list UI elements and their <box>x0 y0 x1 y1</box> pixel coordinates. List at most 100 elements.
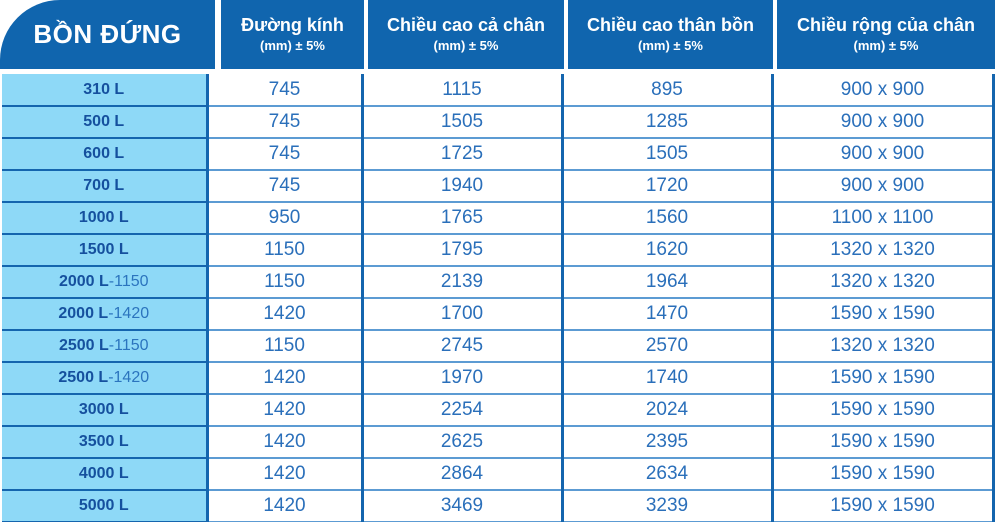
column-header-diameter: Đường kính (mm) ± 5% <box>221 0 364 69</box>
column-title: Chiều rộng của chân <box>796 15 976 36</box>
cell-total-height: 1725 <box>360 138 562 171</box>
cell-total-height: 1940 <box>360 170 562 203</box>
row-label: 500 L <box>83 113 125 130</box>
cell-body-height: 3239 <box>560 490 772 522</box>
cell-base-width: 900 x 900 <box>770 106 995 139</box>
cell-total-height: 2625 <box>360 426 562 459</box>
cell-body-height: 895 <box>560 74 772 107</box>
cell-diameter: 745 <box>205 106 362 139</box>
cell-total-height: 2864 <box>360 458 562 491</box>
row-label: 3500 L <box>78 433 129 450</box>
table-row: 700 L 745 1940 1720 900 x 900 <box>2 170 995 203</box>
table-row: 500 L 745 1505 1285 900 x 900 <box>2 106 995 139</box>
cell-total-height: 1970 <box>360 362 562 395</box>
cell-total-height: 3469 <box>360 490 562 522</box>
column-header-total-height: Chiều cao cả chân (mm) ± 5% <box>368 0 564 69</box>
cell-base-width: 900 x 900 <box>770 138 995 171</box>
cell-total-height: 1795 <box>360 234 562 267</box>
column-unit: (mm) ± 5% <box>853 37 919 53</box>
row-label-cell: 4000 L <box>2 458 207 491</box>
row-label-cell: 3500 L <box>2 426 207 459</box>
row-label: 1000 L <box>78 209 129 226</box>
cell-total-height: 2254 <box>360 394 562 427</box>
row-label: 1500 L <box>78 241 129 258</box>
table-body: 310 L 745 1115 895 900 x 900 500 L 745 1… <box>2 74 995 522</box>
cell-base-width: 1590 x 1590 <box>770 298 995 331</box>
column-title: Chiều cao thân bồn <box>586 15 754 36</box>
row-label-cell: 1000 L <box>2 202 207 235</box>
row-label: 3000 L <box>78 401 129 418</box>
cell-base-width: 1590 x 1590 <box>770 394 995 427</box>
cell-body-height: 1560 <box>560 202 772 235</box>
cell-diameter: 1420 <box>205 298 362 331</box>
cell-diameter: 1420 <box>205 362 362 395</box>
cell-base-width: 1590 x 1590 <box>770 362 995 395</box>
column-unit: (mm) ± 5% <box>260 37 325 53</box>
table-header: BỒN ĐỨNG Đường kính (mm) ± 5% Chiều cao … <box>0 0 1000 69</box>
row-label-cell: 2000 L-1150 <box>2 266 207 299</box>
cell-diameter: 1150 <box>205 234 362 267</box>
row-label-cell: 2500 L-1420 <box>2 362 207 395</box>
row-label-suffix: -1420 <box>108 369 150 386</box>
cell-diameter: 1150 <box>205 330 362 363</box>
column-header-base-width: Chiều rộng của chân (mm) ± 5% <box>777 0 995 69</box>
row-label-cell: 1500 L <box>2 234 207 267</box>
cell-diameter: 950 <box>205 202 362 235</box>
column-unit: (mm) ± 5% <box>433 37 499 53</box>
row-label-suffix: -1150 <box>108 273 149 290</box>
table-row: 5000 L 1420 3469 3239 1590 x 1590 <box>2 490 995 522</box>
row-label-cell: 500 L <box>2 106 207 139</box>
row-label: 2500 L <box>58 337 109 354</box>
cell-body-height: 1740 <box>560 362 772 395</box>
column-header-body-height: Chiều cao thân bồn (mm) ± 5% <box>568 0 773 69</box>
cell-diameter: 1420 <box>205 426 362 459</box>
row-label: 4000 L <box>78 465 129 482</box>
table-row: 600 L 745 1725 1505 900 x 900 <box>2 138 995 171</box>
table-row: 3500 L 1420 2625 2395 1590 x 1590 <box>2 426 995 459</box>
corner-header-cell: BỒN ĐỨNG <box>0 0 215 69</box>
cell-body-height: 1720 <box>560 170 772 203</box>
cell-total-height: 1765 <box>360 202 562 235</box>
cell-body-height: 1505 <box>560 138 772 171</box>
cell-diameter: 745 <box>205 170 362 203</box>
row-label-suffix: -1420 <box>108 305 150 322</box>
column-title: Chiều cao cả chân <box>386 15 546 36</box>
table-title: BỒN ĐỨNG <box>33 18 182 49</box>
table-row: 3000 L 1420 2254 2024 1590 x 1590 <box>2 394 995 427</box>
cell-total-height: 2139 <box>360 266 562 299</box>
cell-base-width: 1590 x 1590 <box>770 490 995 522</box>
row-label-cell: 5000 L <box>2 490 207 522</box>
cell-diameter: 745 <box>205 74 362 107</box>
cell-base-width: 1590 x 1590 <box>770 426 995 459</box>
table-row: 2500 L-1420 1420 1970 1740 1590 x 1590 <box>2 362 995 395</box>
row-label-suffix: -1150 <box>108 337 149 354</box>
cell-diameter: 1420 <box>205 394 362 427</box>
cell-base-width: 1100 x 1100 <box>770 202 995 235</box>
row-label-cell: 310 L <box>2 74 207 107</box>
table-row: 310 L 745 1115 895 900 x 900 <box>2 74 995 107</box>
row-label: 600 L <box>83 145 125 162</box>
row-label: 310 L <box>83 80 125 98</box>
table-row: 2000 L-1420 1420 1700 1470 1590 x 1590 <box>2 298 995 331</box>
row-label: 2000 L <box>58 273 109 290</box>
cell-body-height: 2395 <box>560 426 772 459</box>
cell-base-width: 900 x 900 <box>770 170 995 203</box>
table-row: 1500 L 1150 1795 1620 1320 x 1320 <box>2 234 995 267</box>
cell-body-height: 1620 <box>560 234 772 267</box>
cell-base-width: 1320 x 1320 <box>770 330 995 363</box>
column-title: Đường kính <box>241 15 344 36</box>
cell-body-height: 1964 <box>560 266 772 299</box>
cell-diameter: 1420 <box>205 490 362 522</box>
cell-diameter: 1150 <box>205 266 362 299</box>
cell-diameter: 745 <box>205 138 362 171</box>
row-label-cell: 2000 L-1420 <box>2 298 207 331</box>
cell-body-height: 2570 <box>560 330 772 363</box>
cell-total-height: 1115 <box>360 74 562 107</box>
row-label: 5000 L <box>78 497 129 514</box>
table-row: 4000 L 1420 2864 2634 1590 x 1590 <box>2 458 995 491</box>
cell-base-width: 900 x 900 <box>770 74 995 107</box>
cell-base-width: 1590 x 1590 <box>770 458 995 491</box>
cell-diameter: 1420 <box>205 458 362 491</box>
row-label: 2500 L <box>58 369 109 386</box>
